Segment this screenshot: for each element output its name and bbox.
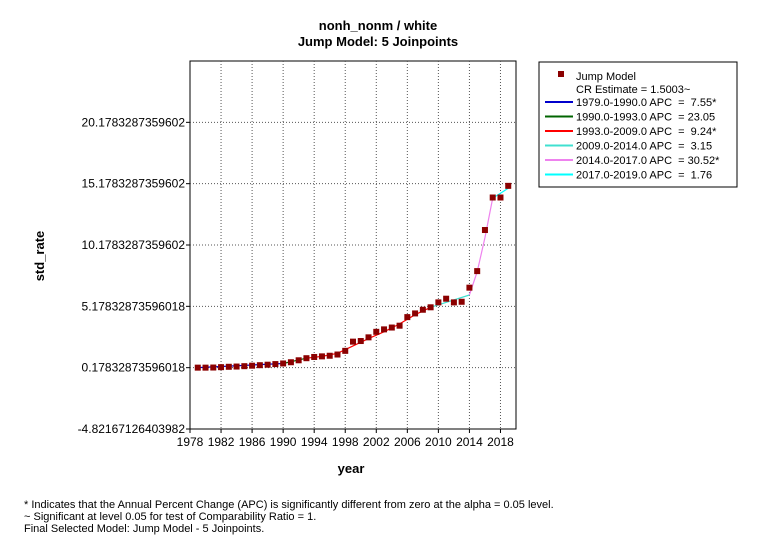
y-axis-ticks: -4.82167126403982 0.17832873596018 5.17832… (78, 115, 190, 436)
legend-marker-jump-model (558, 71, 564, 77)
observed-point (466, 284, 473, 291)
observed-point (210, 364, 217, 371)
legend-series-label: 1993.0-2009.0 APC = 9.24* (576, 126, 717, 138)
observed-point (450, 299, 457, 306)
observed-point (318, 353, 325, 360)
chart-subtitle: Jump Model: 5 Joinpoints (298, 34, 458, 49)
observed-point (194, 364, 201, 371)
y-tick-label: 20.1783287359602 (82, 115, 186, 129)
x-tick-label: 2002 (363, 435, 390, 449)
x-axis-label: year (338, 461, 365, 476)
observed-point (287, 359, 294, 366)
observed-point (388, 324, 395, 331)
observed-point (481, 227, 488, 234)
x-tick-label: 2010 (425, 435, 452, 449)
x-tick-label: 1990 (270, 435, 297, 449)
footnote-apc: * Indicates that the Annual Percent Chan… (24, 499, 554, 511)
x-tick-label: 2018 (487, 435, 514, 449)
y-tick-label: 15.1783287359602 (82, 177, 186, 191)
observed-point (474, 268, 481, 275)
x-tick-label: 1986 (239, 435, 266, 449)
y-tick-label: 0.17832873596018 (82, 361, 186, 375)
x-tick-label: 1982 (208, 435, 235, 449)
observed-point (256, 362, 263, 369)
observed-point (303, 355, 310, 362)
observed-point (295, 357, 302, 364)
legend-series-label: 1979.0-1990.0 APC = 7.55* (576, 97, 717, 109)
legend-series-label: 2017.0-2019.0 APC = 1.76 (576, 170, 712, 182)
observed-point (404, 314, 411, 321)
fit-segment-line (468, 197, 494, 296)
legend-cr-estimate: CR Estimate = 1.5003~ (576, 84, 690, 96)
observed-point (272, 361, 279, 368)
observed-point (350, 338, 356, 345)
observed-point (280, 360, 287, 367)
observed-point (357, 338, 364, 345)
observed-point (311, 353, 318, 360)
y-tick-label: 5.17832873596018 (82, 299, 186, 313)
legend-series-label: 2009.0-2014.0 APC = 3.15 (576, 141, 712, 153)
observed-point (202, 364, 209, 371)
observed-point (233, 363, 240, 370)
y-tick-label: 10.1783287359602 (82, 238, 186, 252)
observed-points (194, 182, 512, 371)
observed-point (241, 363, 248, 370)
observed-point (412, 310, 419, 317)
fit-segment-line (282, 357, 307, 365)
legend: Jump Model CR Estimate = 1.5003~ 1979.0-… (538, 61, 738, 188)
observed-point (435, 299, 442, 306)
legend-series-label: 1990.0-1993.0 APC = 23.05 (576, 112, 715, 124)
joinpoint-chart: nonh_nonm / white Jump Model: 5 Joinpoin… (32, 18, 738, 476)
footnote-final-model: Final Selected Model: Jump Model - 5 Joi… (24, 523, 265, 535)
x-tick-label: 2006 (394, 435, 421, 449)
observed-point (419, 306, 426, 313)
observed-point (264, 361, 271, 368)
observed-point (334, 351, 341, 358)
observed-point (218, 364, 225, 371)
y-axis-label: std_rate (32, 231, 47, 282)
observed-point (225, 363, 232, 370)
observed-point (396, 322, 403, 329)
x-axis-ticks: 1978 1982 1986 1990 1994 1998 2002 2006 2010 2014… (177, 429, 514, 449)
observed-point (497, 194, 504, 201)
observed-point (249, 362, 256, 369)
legend-series-label: 2014.0-2017.0 APC = 30.52* (576, 155, 720, 167)
observed-point (373, 328, 380, 335)
x-tick-label: 2014 (456, 435, 483, 449)
x-tick-label: 1998 (332, 435, 359, 449)
legend-box (538, 61, 738, 188)
x-tick-label: 1978 (177, 435, 204, 449)
observed-point (443, 295, 450, 302)
y-tick-label: -4.82167126403982 (78, 422, 186, 436)
observed-point (326, 352, 333, 359)
chart-title: nonh_nonm / white (319, 18, 437, 33)
observed-point (342, 347, 349, 354)
observed-point (489, 194, 496, 201)
observed-point (505, 182, 512, 189)
footnote-comparability: ~ Significant at level 0.05 for test of … (24, 511, 317, 523)
observed-point (458, 298, 465, 305)
observed-point (381, 326, 388, 333)
legend-label-jump-model: Jump Model (576, 71, 636, 83)
footnotes: * Indicates that the Annual Percent Chan… (24, 499, 554, 535)
x-tick-label: 1994 (301, 435, 328, 449)
observed-point (427, 304, 434, 311)
observed-point (365, 334, 372, 341)
